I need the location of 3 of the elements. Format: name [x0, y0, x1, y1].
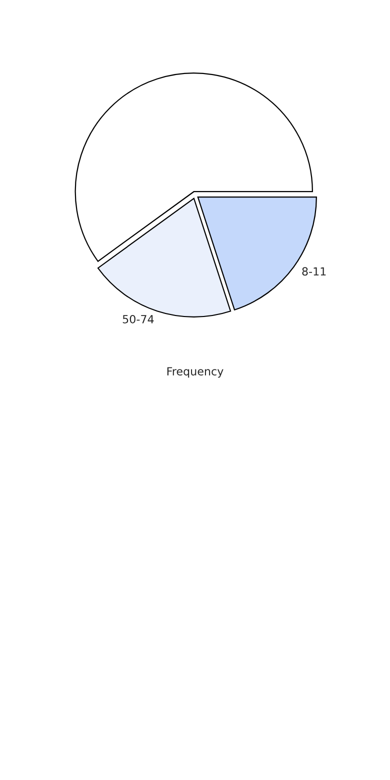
- slice-label: 8-11: [302, 267, 326, 276]
- text: Frequency: [167, 367, 224, 378]
- slice-label: 50-74: [122, 314, 154, 324]
